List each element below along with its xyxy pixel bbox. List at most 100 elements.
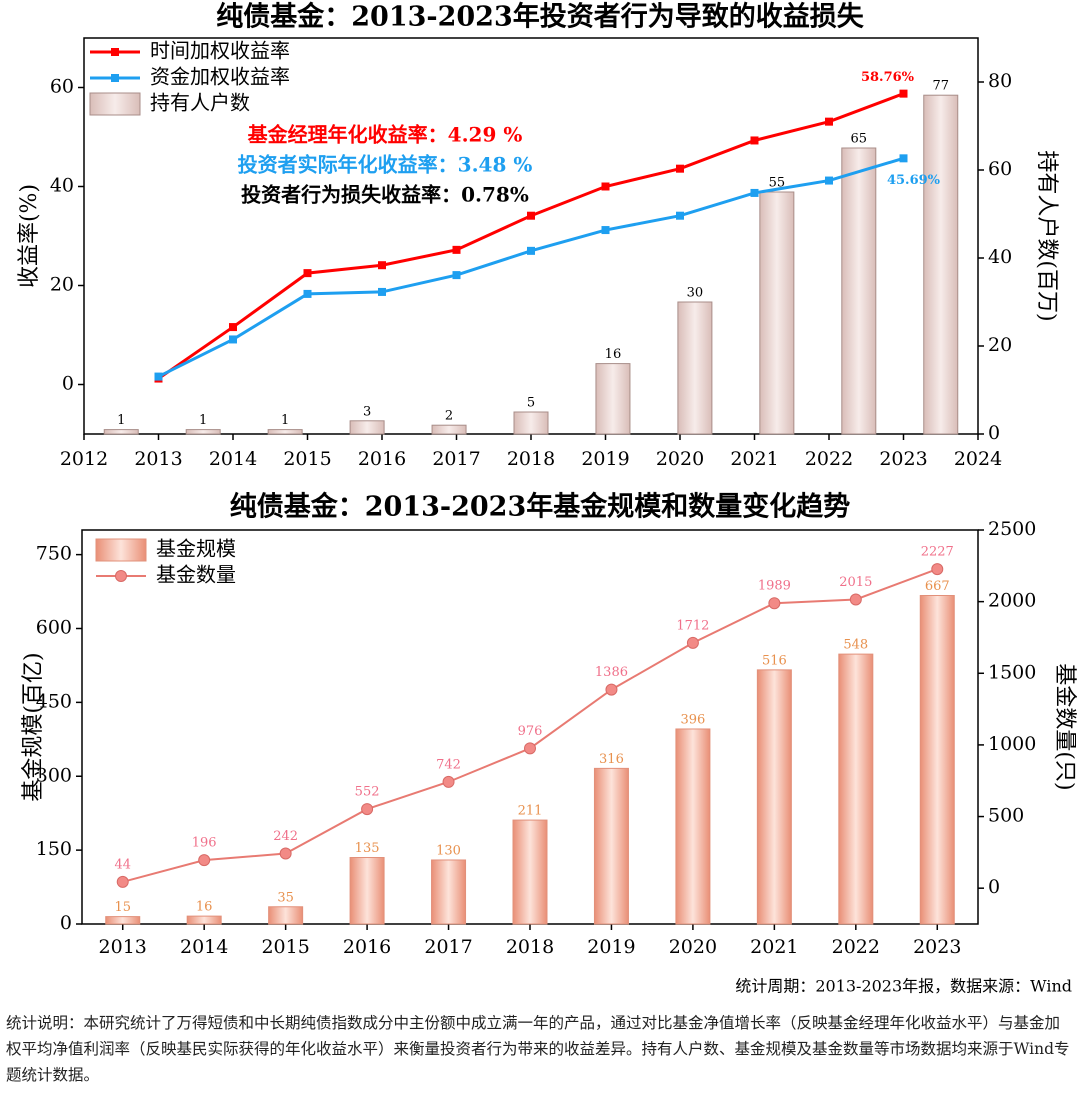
marker [361,803,374,816]
bar-value-label: 16 [196,900,213,915]
bar-value-label: 1 [281,413,289,428]
marker [378,261,386,270]
marker [229,335,237,344]
bar [759,191,795,435]
legend-label: 基金规模 [156,537,236,561]
line-value-label: 45.69% [887,173,941,188]
y2-tick-label: 40 [988,246,1012,268]
x-tick-label: 2022 [805,448,853,470]
bar-value-label: 5 [527,396,535,411]
marker [452,245,461,254]
y-axis-label: 基金规模(百亿) [21,652,46,801]
line-value-label: 742 [436,757,461,772]
x-tick-label: 2017 [424,936,472,958]
bar-value-label: 396 [680,712,705,727]
bar [431,859,467,925]
marker [527,211,535,220]
x-tick-label: 2019 [581,448,629,470]
marker [899,154,908,163]
y-tick-label: 300 [36,764,72,786]
annotation: 基金经理年化收益率：4.29 % [248,123,523,147]
bar [756,669,792,925]
source-note: 统计周期：2013-2023年报，数据来源：Wind [735,977,1072,996]
bar [513,411,549,435]
marker [676,211,684,220]
bar [512,819,548,925]
bar [186,915,222,925]
legend-marker [111,74,119,82]
y-tick-label: 600 [36,617,72,639]
legend-label: 基金数量 [156,563,236,587]
y2-axis-label: 基金数量(只) [1052,663,1077,790]
bar-value-label: 16 [605,347,622,362]
line-value-label: 58.76% [861,70,915,85]
marker [442,775,455,788]
marker [279,847,292,860]
x-tick-label: 2014 [209,448,257,470]
bar-value-label: 1 [199,413,207,428]
line-value-label: 196 [192,836,217,851]
legend-marker [111,48,119,56]
marker [601,226,610,235]
y-tick-label: 450 [36,690,72,712]
marker [825,176,833,185]
y-tick-label: 0 [62,373,74,395]
bar-value-label: 316 [599,752,624,767]
bar [185,429,221,435]
bar [267,429,303,435]
bar [103,429,139,435]
x-tick-label: 2013 [99,936,147,958]
annotation: 投资者行为损失收益率：0.78% [241,183,529,207]
x-tick-label: 2015 [283,448,331,470]
bar-value-label: 130 [436,843,461,858]
bar [349,857,385,925]
y-tick-label: 20 [50,274,74,296]
y2-axis-label: 持有人户数(百万) [1034,150,1059,321]
x-tick-label: 2012 [60,448,108,470]
line-value-label: 2015 [839,575,872,590]
chart-title: 纯债基金：2013-2023年投资者行为导致的收益损失 [216,1,864,33]
marker [750,136,759,145]
legend-label: 时间加权收益率 [150,39,290,63]
x-tick-label: 2020 [656,448,704,470]
bar [675,728,711,925]
legend-label: 持有人户数 [150,91,250,115]
x-tick-label: 2023 [913,936,961,958]
bar-value-label: 211 [518,804,543,819]
marker [116,875,129,888]
x-tick-label: 2018 [506,936,554,958]
marker [686,636,699,649]
y2-tick-label: 0 [988,876,1000,898]
marker [605,683,618,696]
marker [931,563,944,576]
bar-value-label: 548 [843,638,868,653]
legend-swatch [89,92,141,116]
line-value-label: 1386 [595,665,628,680]
marker [750,188,759,197]
bar-value-label: 55 [769,176,786,191]
bar [677,301,713,435]
line-value-label: 2227 [921,545,954,560]
x-tick-label: 2013 [134,448,182,470]
marker [198,854,211,867]
line-value-label: 242 [273,829,298,844]
bar-value-label: 65 [851,132,868,147]
annotation: 投资者实际年化收益率：3.48 % [238,153,533,177]
y2-tick-label: 20 [988,334,1012,356]
bar [838,653,874,925]
x-tick-label: 2019 [587,936,635,958]
x-tick-label: 2018 [507,448,555,470]
x-tick-label: 2016 [343,936,391,958]
marker [452,271,461,280]
bar [919,595,955,925]
y2-tick-label: 1000 [988,733,1036,755]
x-tick-label: 2017 [432,448,480,470]
marker [899,89,908,98]
marker [303,269,312,278]
x-tick-label: 2024 [954,448,1002,470]
x-tick-label: 2021 [750,936,798,958]
y-tick-label: 150 [36,838,72,860]
marker [825,117,833,126]
bar-value-label: 135 [355,841,380,856]
x-tick-label: 2016 [358,448,406,470]
